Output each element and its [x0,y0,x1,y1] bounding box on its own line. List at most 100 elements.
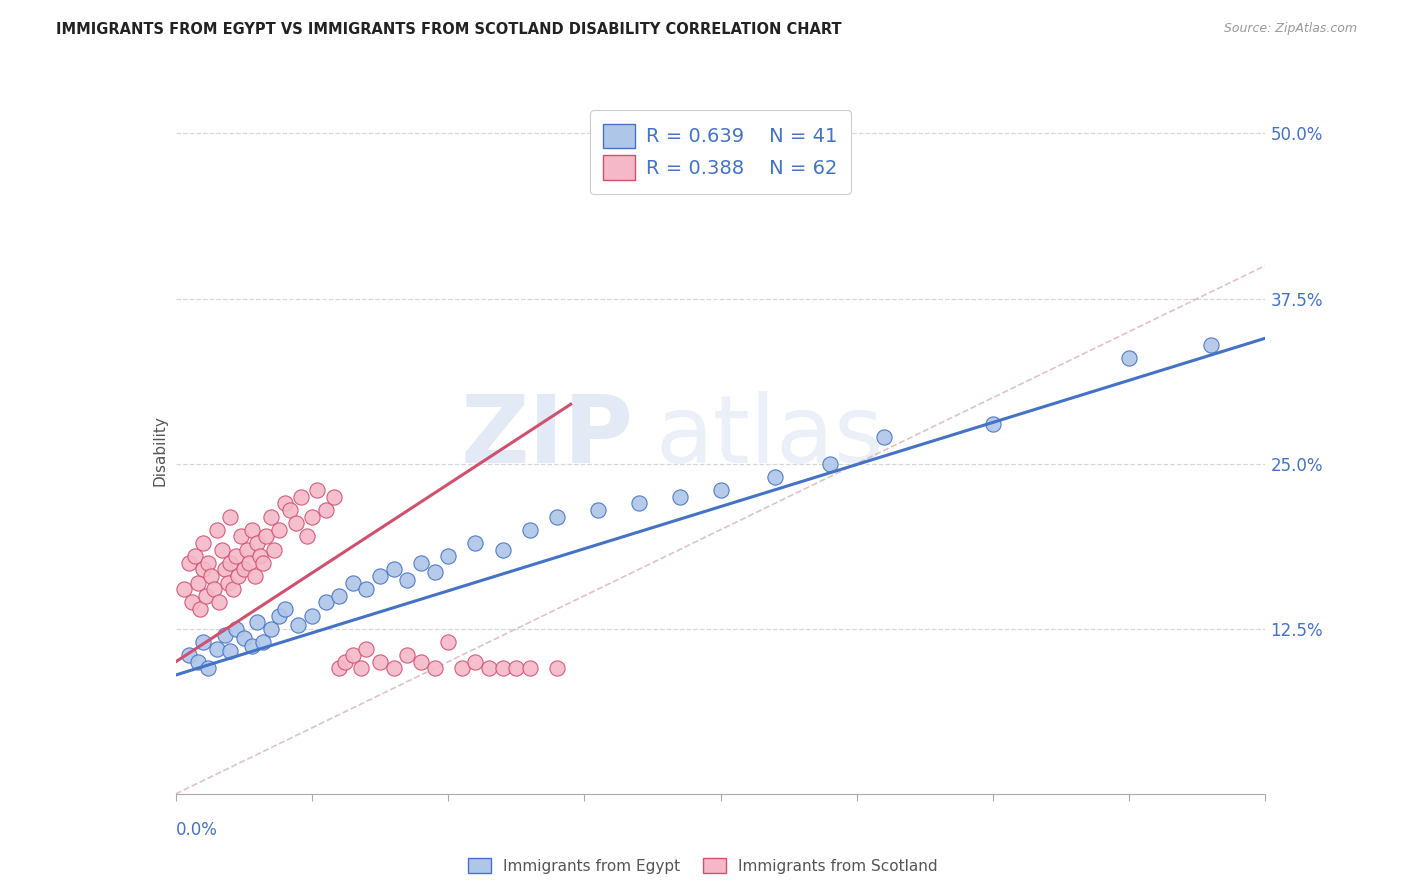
Point [184,549,207,563]
Point [301,509,323,524]
Point [519,661,541,675]
Point [179,648,201,663]
Point [240,639,263,653]
Point [546,509,568,524]
Point [492,661,515,675]
Point [333,655,356,669]
Point [382,661,405,675]
Point [437,549,460,563]
Legend: Immigrants from Egypt, Immigrants from Scotland: Immigrants from Egypt, Immigrants from S… [463,852,943,880]
Point [243,569,266,583]
Point [301,608,323,623]
Point [287,617,309,632]
Point [246,536,269,550]
Point [269,608,291,623]
Point [214,562,236,576]
Point [668,490,690,504]
Point [328,589,350,603]
Text: atlas: atlas [655,391,883,483]
Point [200,569,222,583]
Point [295,529,318,543]
Legend: R = 0.639    N = 41, R = 0.388    N = 62: R = 0.639 N = 41, R = 0.388 N = 62 [591,110,851,194]
Point [342,575,364,590]
Point [186,575,209,590]
Point [382,562,405,576]
Point [368,569,391,583]
Point [409,655,432,669]
Point [464,655,486,669]
Point [219,509,242,524]
Point [519,523,541,537]
Point [225,622,247,636]
Point [263,542,285,557]
Point [211,542,233,557]
Y-axis label: Disability: Disability [152,415,167,486]
Point [873,430,896,444]
Point [307,483,329,497]
Point [249,549,271,563]
Point [191,562,214,576]
Point [232,562,254,576]
Point [191,536,214,550]
Point [396,573,419,587]
Point [231,529,253,543]
Point [274,496,297,510]
Point [423,661,446,675]
Point [710,483,733,497]
Point [1118,351,1140,365]
Point [322,490,344,504]
Point [492,542,515,557]
Point [191,635,214,649]
Point [197,661,219,675]
Point [586,503,609,517]
Point [981,417,1004,431]
Point [350,661,373,675]
Point [763,470,786,484]
Point [208,595,231,609]
Point [173,582,195,596]
Point [252,635,274,649]
Point [356,641,378,656]
Point [356,582,378,596]
Point [627,496,650,510]
Point [202,582,225,596]
Point [328,661,350,675]
Point [284,516,307,530]
Point [818,457,841,471]
Point [214,628,236,642]
Text: 0.0%: 0.0% [176,822,218,839]
Point [222,582,245,596]
Point [315,503,337,517]
Point [450,661,472,675]
Point [478,661,501,675]
Point [194,589,217,603]
Point [228,569,250,583]
Point [225,549,247,563]
Point [246,615,269,630]
Point [368,655,391,669]
Point [269,523,291,537]
Point [205,641,228,656]
Point [219,644,242,658]
Point [1199,338,1222,352]
Point [437,635,460,649]
Point [252,556,274,570]
Point [423,565,446,579]
Point [315,595,337,609]
Point [278,503,301,517]
Point [342,648,364,663]
Point [188,602,211,616]
Point [232,631,254,645]
Point [219,556,242,570]
Point [179,556,201,570]
Point [274,602,297,616]
Point [260,509,283,524]
Text: ZIP: ZIP [461,391,633,483]
Text: Source: ZipAtlas.com: Source: ZipAtlas.com [1223,22,1357,36]
Point [186,655,209,669]
Point [254,529,277,543]
Point [409,556,432,570]
Point [240,523,263,537]
Text: IMMIGRANTS FROM EGYPT VS IMMIGRANTS FROM SCOTLAND DISABILITY CORRELATION CHART: IMMIGRANTS FROM EGYPT VS IMMIGRANTS FROM… [56,22,842,37]
Point [290,490,312,504]
